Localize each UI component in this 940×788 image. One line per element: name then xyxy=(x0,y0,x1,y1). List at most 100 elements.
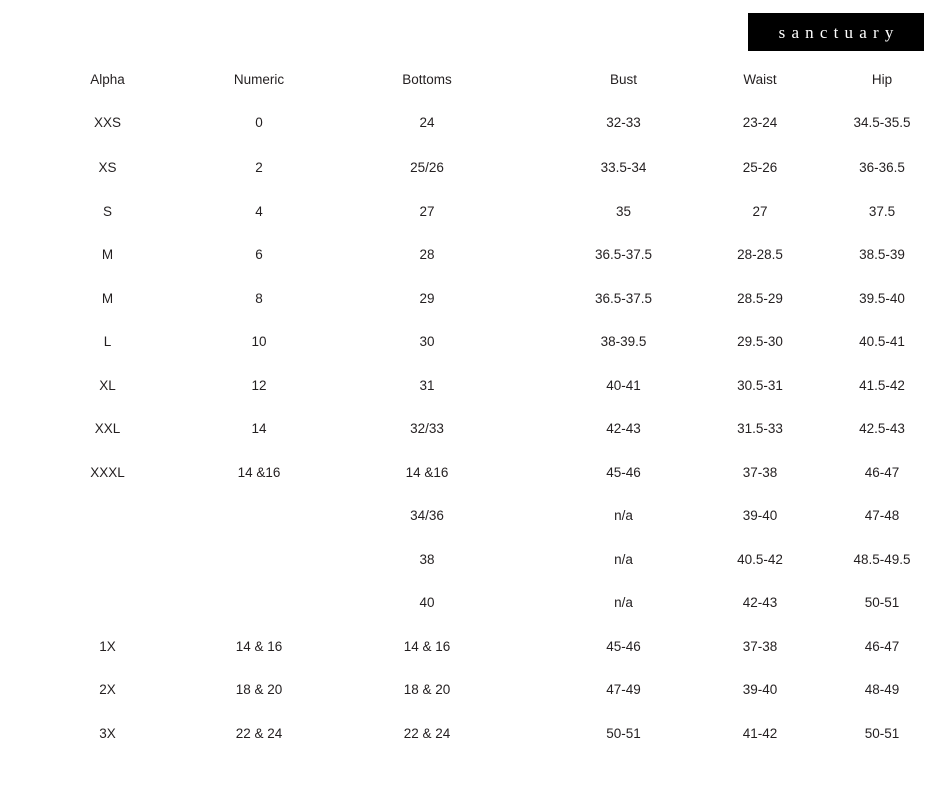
cell-bottoms: 27 xyxy=(419,203,435,219)
table-row: S 4 27 35 27 37.5 xyxy=(0,190,940,234)
table-row: XXL 14 32/33 42-43 31.5-33 42.5-43 xyxy=(0,407,940,451)
cell-bottoms: 25/26 xyxy=(410,160,444,175)
cell-hip: 34.5-35.5 xyxy=(853,115,911,130)
cell-numeric: 2 xyxy=(255,160,263,175)
cell-alpha: S xyxy=(102,203,112,219)
cell-bust: 50-51 xyxy=(606,725,641,741)
cell-alpha: 2X xyxy=(99,682,116,697)
cell-hip: 38.5-39 xyxy=(859,247,905,262)
cell-bust: n/a xyxy=(614,595,633,610)
cell-numeric xyxy=(215,581,303,625)
cell-hip: 48.5-49.5 xyxy=(853,551,911,567)
cell-numeric: 6 xyxy=(255,247,263,262)
column-header-waist: Waist xyxy=(743,72,777,87)
cell-bust: 47-49 xyxy=(606,682,641,697)
table-row: L 10 30 38-39.5 29.5-30 40.5-41 xyxy=(0,320,940,364)
cell-bust: 36.5-37.5 xyxy=(594,247,653,262)
cell-alpha: XXXL xyxy=(90,464,125,480)
cell-waist: 37-38 xyxy=(742,638,778,654)
cell-waist: 25-26 xyxy=(742,160,778,175)
cell-numeric: 10 xyxy=(251,334,267,349)
cell-hip: 37.5 xyxy=(868,203,896,219)
table-row: 2X 18 & 20 18 & 20 47-49 39-40 48-49 xyxy=(0,668,940,712)
size-chart-table-wrapper: Alpha Numeric Bottoms Bust Waist Hip XXS… xyxy=(0,60,940,755)
cell-waist: 28-28.5 xyxy=(737,247,783,262)
cell-numeric: 14 & 16 xyxy=(235,638,283,654)
table-row: XL 12 31 40-41 30.5-31 41.5-42 xyxy=(0,364,940,408)
cell-hip: 46-47 xyxy=(864,464,900,480)
cell-waist: 39-40 xyxy=(742,682,778,697)
cell-waist: 42-43 xyxy=(742,595,778,610)
cell-numeric: 14 &16 xyxy=(237,464,281,480)
cell-waist: 37-38 xyxy=(742,464,778,480)
cell-bust: 32-33 xyxy=(606,115,641,130)
cell-bust: 45-46 xyxy=(606,638,641,654)
cell-bottoms: 28 xyxy=(419,247,435,262)
cell-alpha: 1X xyxy=(99,638,116,654)
table-row: M 6 28 36.5-37.5 28-28.5 38.5-39 xyxy=(0,233,940,277)
cell-waist: 29.5-30 xyxy=(737,334,783,349)
table-row: XS 2 25/26 33.5-34 25-26 36-36.5 xyxy=(0,146,940,190)
brand-logo-box: sanctuary xyxy=(748,13,924,51)
cell-numeric xyxy=(215,494,303,538)
cell-hip: 40.5-41 xyxy=(859,334,905,349)
cell-numeric xyxy=(215,538,303,582)
cell-bottoms: 22 & 24 xyxy=(403,725,451,741)
table-row: 40 n/a 42-43 50-51 xyxy=(0,581,940,625)
cell-hip: 50-51 xyxy=(864,595,900,610)
cell-hip: 47-48 xyxy=(864,508,900,523)
cell-numeric: 8 xyxy=(255,290,263,306)
table-row: 3X 22 & 24 22 & 24 50-51 41-42 50-51 xyxy=(0,712,940,756)
cell-bottoms: 40 xyxy=(419,595,435,610)
column-header-alpha: Alpha xyxy=(90,72,125,87)
cell-bust: 35 xyxy=(615,203,632,219)
cell-hip: 41.5-42 xyxy=(859,377,905,393)
cell-hip: 48-49 xyxy=(864,682,900,697)
brand-logo: sanctuary xyxy=(748,13,924,51)
table-row: 1X 14 & 16 14 & 16 45-46 37-38 46-47 xyxy=(0,625,940,669)
cell-bottoms: 34/36 xyxy=(410,508,444,523)
table-header: Alpha Numeric Bottoms Bust Waist Hip xyxy=(0,60,940,100)
cell-bust: 42-43 xyxy=(606,421,641,436)
cell-hip: 36-36.5 xyxy=(859,160,905,175)
table-row: 34/36 n/a 39-40 47-48 xyxy=(0,494,940,538)
cell-bottoms: 14 &16 xyxy=(405,464,449,480)
cell-bottoms: 29 xyxy=(419,290,435,306)
cell-bust: n/a xyxy=(614,508,633,523)
cell-alpha: M xyxy=(101,290,114,306)
cell-bust: 40-41 xyxy=(606,377,641,393)
size-chart-table: Alpha Numeric Bottoms Bust Waist Hip XXS… xyxy=(0,60,940,755)
cell-alpha: L xyxy=(103,334,112,349)
cell-waist: 41-42 xyxy=(742,725,778,741)
column-header-numeric: Numeric xyxy=(233,72,285,87)
column-header-bust: Bust xyxy=(609,72,637,87)
cell-waist: 30.5-31 xyxy=(737,377,783,393)
cell-numeric: 0 xyxy=(255,115,263,130)
cell-bottoms: 18 & 20 xyxy=(403,682,451,697)
cell-alpha xyxy=(0,538,215,582)
cell-bottoms: 38 xyxy=(419,551,435,567)
cell-bottoms: 32/33 xyxy=(410,421,444,436)
cell-bottoms: 24 xyxy=(419,115,435,130)
brand-name: sanctuary xyxy=(778,22,900,42)
table-row: XXXL 14 &16 14 &16 45-46 37-38 46-47 xyxy=(0,451,940,495)
column-header-hip: Hip xyxy=(871,72,893,87)
cell-alpha: XS xyxy=(98,160,117,175)
cell-alpha: XXL xyxy=(94,421,121,436)
cell-hip: 39.5-40 xyxy=(859,290,905,306)
cell-waist: 23-24 xyxy=(742,115,778,130)
cell-waist: 40.5-42 xyxy=(737,551,783,567)
cell-waist: 27 xyxy=(752,203,768,219)
cell-alpha: M xyxy=(101,247,114,262)
cell-alpha: XL xyxy=(99,377,116,393)
cell-waist: 39-40 xyxy=(742,508,778,523)
cell-alpha xyxy=(0,494,215,538)
cell-bust: n/a xyxy=(614,551,633,567)
cell-waist: 31.5-33 xyxy=(737,421,783,436)
table-body: XXS 0 24 32-33 23-24 34.5-35.5 XS 2 25/26 33.5-34… xyxy=(0,100,940,755)
cell-bottoms: 14 & 16 xyxy=(403,638,451,654)
cell-numeric: 14 xyxy=(251,421,267,436)
cell-numeric: 18 & 20 xyxy=(235,682,283,697)
cell-bust: 45-46 xyxy=(606,464,641,480)
